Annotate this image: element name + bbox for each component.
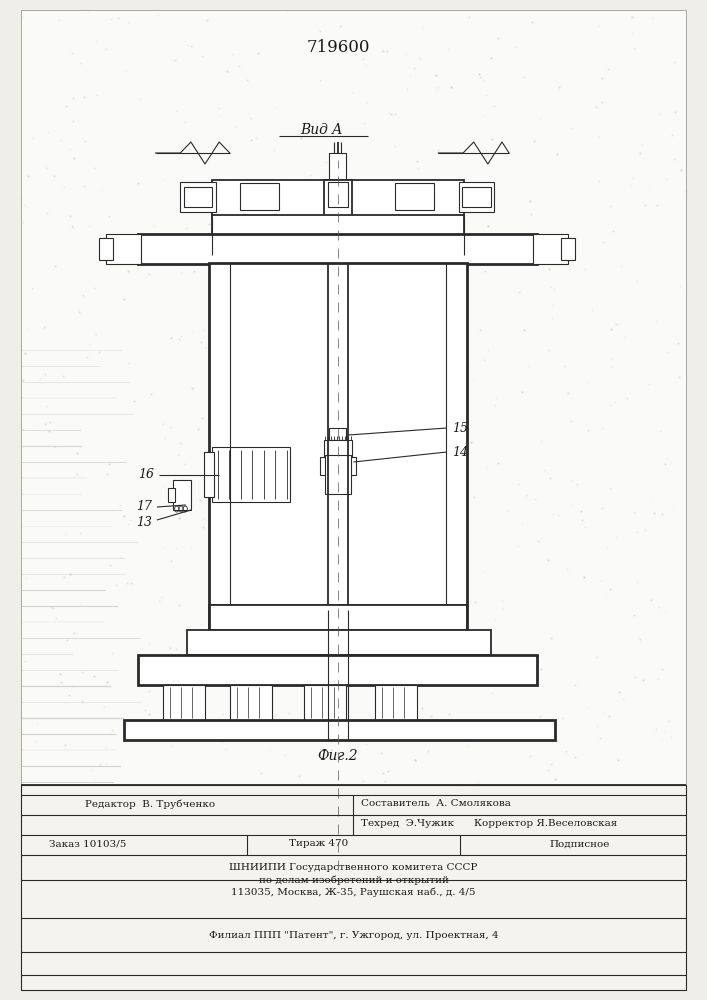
Bar [230, 685, 272, 720]
Bar [173, 480, 191, 510]
Text: Фиг.2: Фиг.2 [317, 749, 358, 763]
Bar [304, 685, 346, 720]
Bar [324, 440, 352, 460]
Text: Подписное: Подписное [549, 840, 610, 848]
Bar [163, 685, 205, 720]
Text: 13: 13 [136, 516, 152, 528]
Bar [324, 180, 352, 217]
Bar [209, 605, 467, 630]
Bar [21, 785, 686, 990]
Bar [138, 655, 537, 685]
Bar [561, 238, 575, 260]
Text: 15: 15 [452, 422, 469, 434]
Bar [209, 263, 467, 605]
Bar [320, 457, 356, 475]
Text: Филиал ППП "Патент", г. Ужгород, ул. Проектная, 4: Филиал ППП "Патент", г. Ужгород, ул. Про… [209, 930, 498, 940]
Bar [204, 452, 214, 497]
Bar [325, 455, 351, 494]
Bar [375, 685, 417, 720]
Text: Заказ 10103/5: Заказ 10103/5 [49, 840, 127, 848]
Text: Техред  Э.Чужик: Техред Э.Чужик [361, 820, 454, 828]
Bar [184, 187, 212, 207]
Text: Корректор Я.Веселовская: Корректор Я.Веселовская [474, 820, 617, 828]
Bar [124, 720, 555, 740]
Text: Редактор  В. Трубченко: Редактор В. Трубченко [85, 799, 215, 809]
Text: по делам изобретений и открытий: по делам изобретений и открытий [259, 875, 448, 885]
Text: ШНИИПИ Государственного комитета СССР: ШНИИПИ Государственного комитета СССР [229, 862, 478, 871]
Text: 17: 17 [136, 500, 152, 514]
Bar [168, 488, 175, 502]
Text: 113035, Москва, Ж-35, Раушская наб., д. 4/5: 113035, Москва, Ж-35, Раушская наб., д. … [231, 887, 476, 897]
Text: Вид A: Вид A [300, 123, 343, 137]
Text: 14: 14 [452, 446, 469, 458]
Bar [240, 183, 279, 210]
Bar [212, 180, 464, 217]
Bar [462, 187, 491, 207]
Text: 16: 16 [138, 468, 154, 482]
Bar [212, 447, 290, 502]
Bar [459, 182, 494, 212]
Bar [395, 183, 434, 210]
Bar [327, 470, 349, 480]
Text: 719600: 719600 [306, 39, 370, 56]
Bar [106, 234, 141, 264]
Bar [533, 234, 568, 264]
Bar [180, 182, 216, 212]
Bar [329, 153, 346, 180]
Bar [138, 234, 537, 264]
Bar [99, 238, 113, 260]
Bar [187, 630, 491, 655]
Bar [212, 215, 464, 255]
Text: Составитель  А. Смолякова: Составитель А. Смолякова [361, 800, 510, 808]
Bar [328, 182, 348, 207]
Text: Тираж 470: Тираж 470 [288, 840, 348, 848]
Bar [329, 428, 346, 440]
